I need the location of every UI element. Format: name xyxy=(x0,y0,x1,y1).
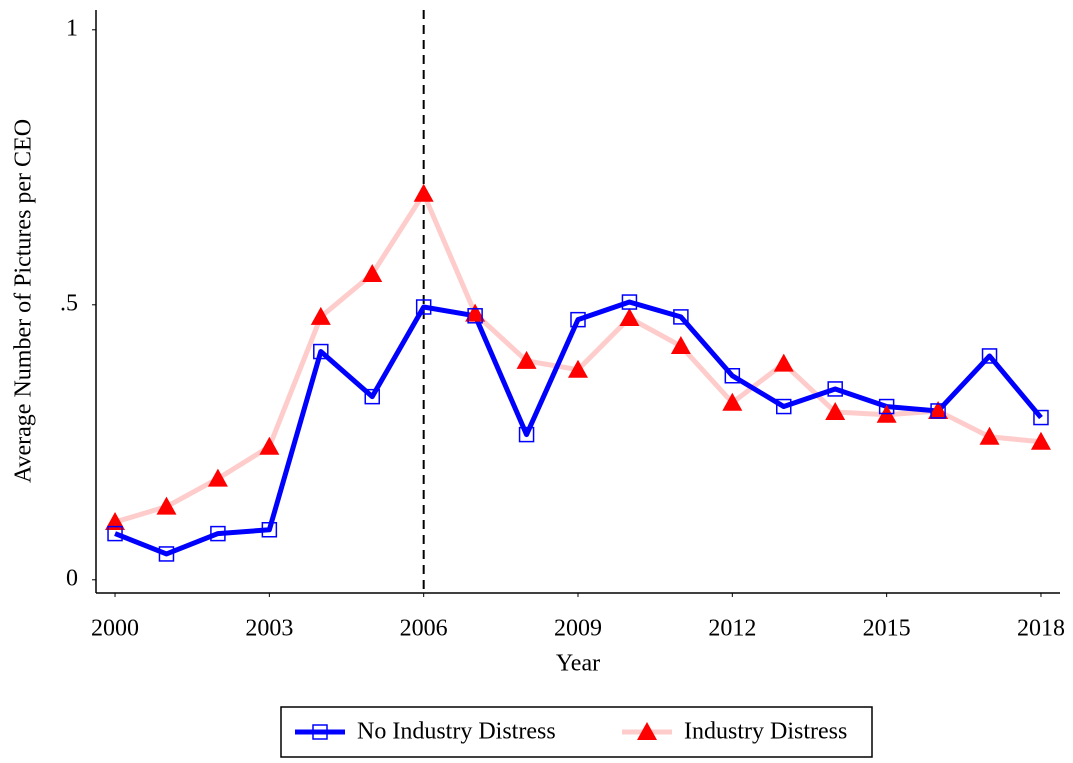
data-point xyxy=(670,336,691,355)
data-point xyxy=(364,388,380,405)
legend-box xyxy=(280,706,873,758)
data-point xyxy=(773,353,794,372)
data-point xyxy=(465,303,486,322)
legend-marker xyxy=(637,722,657,740)
data-point xyxy=(979,426,1000,445)
legend-label: No Industry Distress xyxy=(357,719,556,745)
data-point xyxy=(878,398,895,415)
data-point xyxy=(259,436,280,455)
data-point xyxy=(467,308,483,324)
x-axis-label: Year xyxy=(556,651,600,677)
legend-label: Industry Distress xyxy=(684,719,847,745)
data-point xyxy=(158,546,175,562)
data-point xyxy=(776,398,792,415)
x-tick-label: 2006 xyxy=(400,616,448,642)
data-point xyxy=(210,525,226,542)
data-point xyxy=(207,468,228,487)
x-tick-label: 2009 xyxy=(554,616,602,642)
data-point xyxy=(107,525,123,542)
x-tick-label: 2012 xyxy=(708,616,756,642)
data-point xyxy=(516,350,537,369)
y-tick-label: .5 xyxy=(60,290,78,316)
data-point xyxy=(310,306,331,325)
data-point xyxy=(105,512,126,531)
data-point xyxy=(928,400,949,419)
legend-marker xyxy=(312,724,328,740)
data-point xyxy=(981,348,998,364)
x-tick-label: 2015 xyxy=(863,616,911,642)
y-tick-label: 1 xyxy=(66,15,78,41)
data-point xyxy=(673,309,689,325)
x-tick-label: 2018 xyxy=(1017,616,1065,642)
data-point xyxy=(724,368,741,384)
data-point xyxy=(415,299,432,315)
data-point xyxy=(619,308,640,326)
data-point xyxy=(413,183,434,202)
data-point xyxy=(827,381,843,397)
data-point xyxy=(621,294,638,310)
x-tick-label: 2003 xyxy=(245,616,293,642)
data-point xyxy=(930,403,946,419)
data-point xyxy=(1033,409,1049,426)
data-point xyxy=(570,311,586,328)
x-tick-label: 2000 xyxy=(91,616,139,642)
data-point xyxy=(313,343,329,360)
data-point xyxy=(156,496,177,515)
data-point xyxy=(518,426,535,443)
y-tick-label: 0 xyxy=(66,565,78,591)
data-point xyxy=(362,264,383,282)
data-point xyxy=(1030,431,1051,450)
data-point xyxy=(261,522,278,538)
data-point xyxy=(568,359,588,378)
y-axis-label: Average Number of Pictures per CEO xyxy=(11,119,37,483)
data-point xyxy=(722,392,743,411)
data-point xyxy=(825,402,846,421)
